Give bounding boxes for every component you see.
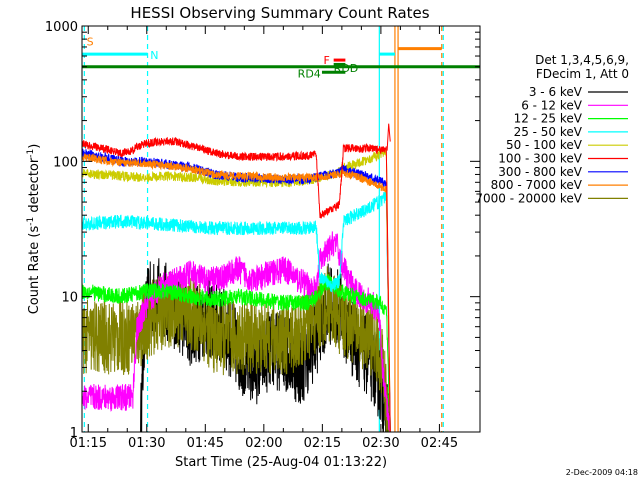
x-tick-label-3: 02:00	[245, 436, 282, 451]
x-tick-label-5: 02:30	[362, 436, 399, 451]
chart-legend: Det 1,3,4,5,6,9, FDecim 1, Att 0 3 - 6 k…	[475, 53, 629, 205]
series-line-5	[82, 136, 391, 432]
legend-header-decimation: FDecim 1, Att 0	[536, 67, 629, 81]
series-line-3	[82, 191, 391, 432]
legend-label-6: 300 - 800 keV	[498, 165, 582, 179]
y-tick-label-1: 10	[61, 291, 78, 306]
legend-label-0: 3 - 6 keV	[529, 85, 583, 99]
x-tick-label-2: 01:45	[187, 436, 224, 451]
legend-label-2: 12 - 25 keV	[514, 112, 583, 126]
annotation-label-1: N	[150, 49, 158, 62]
red-flare-spike	[386, 123, 391, 151]
x-tick-label-1: 01:30	[128, 436, 165, 451]
y-axis-ticks: 1 10 100 1000	[45, 20, 480, 441]
y-tick-label-3: 1000	[45, 20, 78, 35]
legend-label-1: 6 - 12 keV	[521, 98, 583, 112]
x-tick-label-0: 01:15	[70, 436, 107, 451]
y-tick-label-2: 100	[53, 155, 78, 170]
annotation-label-3: RDD	[334, 62, 359, 75]
series-line-7	[82, 153, 391, 432]
legend-label-4: 50 - 100 keV	[506, 138, 583, 152]
y-tick-label-0: 1	[70, 426, 78, 441]
series-line-1	[82, 231, 391, 432]
legend-label-8: 7000 - 20000 keV	[475, 191, 582, 205]
legend-header-detectors: Det 1,3,4,5,6,9,	[535, 53, 629, 67]
chart-title: HESSI Observing Summary Count Rates	[130, 4, 429, 22]
annotation-label-0: S	[87, 36, 94, 49]
plot-frame	[81, 25, 481, 433]
legend-label-7: 800 - 7000 keV	[491, 178, 583, 192]
legend-label-5: 100 - 300 keV	[498, 152, 582, 166]
generation-timestamp: 2-Dec-2009 04:18	[566, 468, 638, 477]
legend-label-3: 25 - 50 keV	[514, 125, 583, 139]
x-axis-ticks: 01:15 01:30 01:45 02:00 02:15 02:30 02:45	[70, 26, 458, 451]
x-tick-label-6: 02:45	[421, 436, 458, 451]
series-line-8	[82, 266, 391, 432]
annotation-label-4: RD4	[298, 67, 321, 80]
x-tick-label-4: 02:15	[304, 436, 341, 451]
x-axis-label: Start Time (25-Aug-04 01:13:22)	[175, 455, 387, 470]
y-axis-label: Count Rate (s-1 detector-1)	[26, 144, 42, 315]
annotation-label-2: F	[323, 54, 329, 67]
